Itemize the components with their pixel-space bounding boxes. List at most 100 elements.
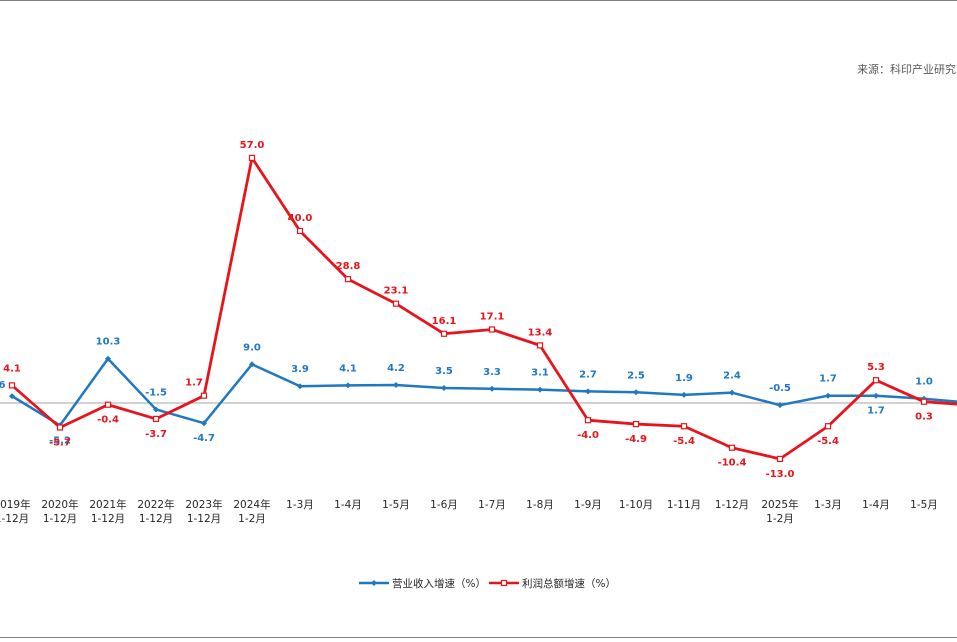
data-point: [681, 391, 687, 398]
data-point: [344, 276, 352, 283]
data-label: 16.1: [432, 316, 457, 327]
data-point: [728, 444, 736, 451]
data-point: [680, 423, 688, 430]
legend-label: 营业收入增速（%）: [392, 577, 486, 590]
data-label: 1.7: [867, 406, 885, 417]
x-tick-label: 1-4月: [862, 499, 890, 511]
data-label: 3.3: [483, 367, 501, 378]
x-tick-label: 1-4月: [334, 499, 362, 511]
data-point: [200, 392, 208, 399]
data-point: [201, 420, 207, 427]
data-label: -3.7: [145, 429, 167, 440]
data-label: -0.5: [769, 383, 791, 394]
data-label: 28.8: [336, 261, 361, 272]
x-tick-label: 1-3月: [814, 499, 842, 511]
data-label: -4.0: [577, 430, 599, 441]
legend: 营业收入增速（%） 利润总额增速（%）: [359, 577, 616, 590]
data-point: [776, 455, 784, 462]
data-label: 3.1: [531, 368, 549, 379]
x-tick-label: 2024年: [233, 498, 270, 511]
data-point: [345, 382, 351, 389]
data-label: -13.0: [766, 469, 795, 480]
data-point: [584, 417, 592, 424]
data-label: 6: [0, 380, 6, 391]
data-point: [825, 392, 831, 399]
data-point: [296, 227, 304, 235]
data-label: 9.0: [243, 342, 261, 353]
data-point: [440, 330, 448, 337]
data-point: [824, 423, 832, 430]
series-revenue-growth: 6 -5.2 10.3 -1.5 -4.7 9.0 3.9 4.1 4.2 3.5 3.3 3.1 2.…: [0, 337, 957, 446]
data-point: [56, 424, 64, 431]
data-point: [393, 381, 399, 388]
data-label: 2.4: [723, 371, 741, 382]
data-label: 1.7: [185, 378, 203, 389]
data-label: 2.5: [627, 370, 645, 381]
data-label: 57.0: [240, 140, 265, 151]
x-tick-label: 2021年: [89, 498, 126, 511]
data-label: 3.5: [435, 366, 453, 377]
data-point: [872, 377, 880, 384]
legend-item: 营业收入增速（%）: [359, 577, 486, 590]
x-tick-label: 2023年: [185, 498, 222, 511]
series-layer: 6 -5.2 10.3 -1.5 -4.7 9.0 3.9 4.1 4.2 3.5 3.3 3.1 2.…: [0, 140, 957, 480]
data-point: [297, 383, 303, 390]
x-tick-label: 1-9月: [574, 499, 602, 511]
data-point: [536, 342, 544, 349]
data-label: 17.1: [480, 311, 505, 322]
x-tick-label: 1-3月: [286, 499, 314, 511]
x-tick-label: 2019年: [0, 498, 31, 511]
data-point: [585, 388, 591, 395]
data-label: -1.5: [145, 387, 167, 398]
data-point: [489, 385, 495, 392]
x-tick-label: 1-12月: [91, 513, 125, 525]
data-point: [488, 326, 496, 333]
x-axis-labels: 2019年 1-12月 2020年 1-12月 2021年 1-12月 2022年 1-12月…: [0, 498, 938, 525]
legend-label: 利润总额增速（%）: [522, 577, 616, 590]
data-label: 10.3: [96, 337, 121, 348]
data-label: 13.4: [528, 327, 553, 338]
data-label: -5.4: [673, 436, 695, 447]
series-line: [11, 156, 957, 461]
legend-swatch-marker: [500, 579, 508, 587]
x-tick-label: 2020年: [41, 498, 78, 511]
x-tick-label: 1-12月: [139, 513, 173, 525]
x-tick-label: 1-12月: [187, 513, 221, 525]
x-tick-label: 1-12月: [43, 513, 77, 525]
data-label: 4.1: [3, 363, 21, 374]
x-tick-label: 1-2月: [766, 513, 794, 525]
data-label: 2.7: [579, 369, 597, 380]
data-label: 40.0: [288, 213, 313, 224]
x-tick-label: 1-5月: [910, 499, 938, 511]
data-label: 5.3: [867, 362, 885, 373]
x-tick-label: 1-7月: [478, 499, 506, 511]
data-label: -10.4: [718, 458, 747, 469]
data-point: [777, 402, 783, 409]
data-label: -4.7: [193, 433, 215, 444]
x-tick-label: 2022年: [137, 498, 174, 511]
x-tick-label: 1-5月: [382, 499, 410, 511]
x-tick-label: 2025年: [761, 498, 798, 511]
data-point: [920, 398, 928, 405]
x-tick-label: 1-12月: [715, 499, 749, 511]
data-label: 4.2: [387, 363, 405, 374]
data-point: [8, 382, 16, 389]
series-profit-growth: 4.1 -5.7 -0.4 -3.7 1.7 57.0 40.0 28.8 23.1 16.1 17…: [3, 140, 957, 480]
data-label: 1.7: [819, 374, 837, 385]
data-label: 4.1: [339, 363, 357, 374]
data-label: -5.2: [49, 435, 71, 446]
data-point: [441, 384, 447, 391]
data-point: [392, 300, 400, 307]
data-point: [249, 361, 255, 368]
data-label: -5.4: [817, 436, 839, 447]
data-label: 1.0: [915, 377, 933, 388]
data-point: [104, 401, 112, 408]
data-label: -5.7: [49, 438, 71, 449]
x-tick-label: 1-2月: [238, 513, 266, 525]
data-point: [632, 420, 640, 428]
data-point: [248, 154, 256, 161]
data-point: [152, 415, 160, 423]
legend-swatch-marker: [371, 580, 377, 586]
